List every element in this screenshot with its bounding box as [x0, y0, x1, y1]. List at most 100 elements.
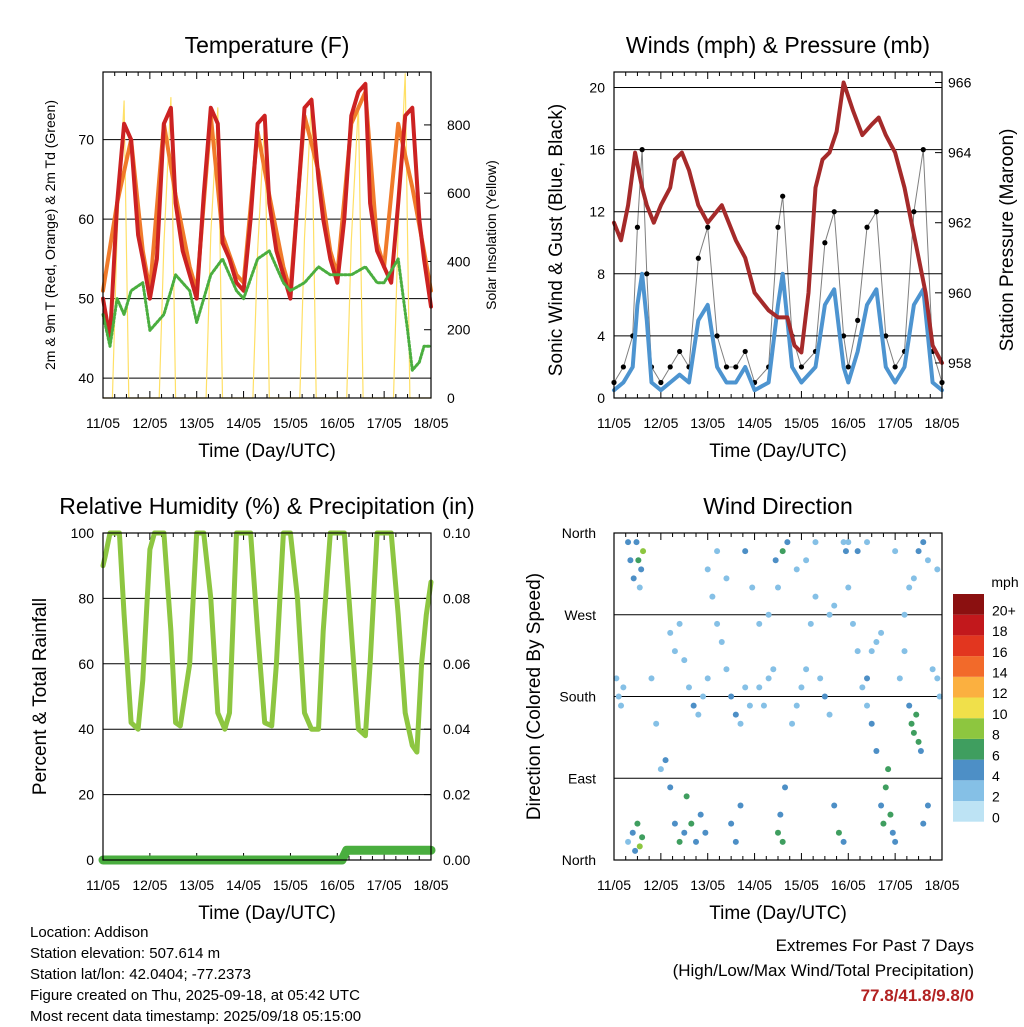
direction-point: [880, 820, 887, 827]
direction-point: [803, 557, 810, 564]
direction-point: [772, 557, 779, 564]
legend-swatch: [953, 780, 984, 801]
direction-point: [640, 548, 647, 555]
winds-y2tick-label: 962: [948, 215, 972, 231]
direction-point: [920, 820, 927, 827]
humidity-ylabel: Percent & Total Rainfall: [30, 598, 51, 795]
temperature-xtick-label: 15/05: [273, 415, 308, 431]
winds-xtick-label: 14/05: [737, 415, 772, 431]
temperature-title: Temperature (F): [185, 32, 350, 58]
direction-point: [793, 702, 800, 709]
direction-point: [934, 566, 941, 573]
humidity-xtick-label: 17/05: [367, 877, 402, 893]
direction-point: [625, 838, 632, 845]
direction-point: [889, 829, 896, 836]
temperature-frame: [102, 71, 432, 399]
direction-point: [688, 820, 695, 827]
direction-point: [840, 539, 847, 546]
direction-point: [714, 548, 721, 555]
direction-point: [737, 802, 744, 809]
gust-trace: [613, 149, 943, 383]
humidity-ytick-label: 0: [86, 852, 94, 868]
direction-point: [697, 811, 704, 818]
direction-point: [878, 629, 885, 636]
humidity-xlabel: Time (Day/UTC): [198, 903, 336, 924]
direction-point: [777, 811, 784, 818]
direction-point: [775, 829, 781, 836]
direction-point: [896, 675, 903, 682]
legend-label: 6: [992, 747, 1000, 763]
direction-point: [864, 539, 871, 546]
station-info: Location: Addison Station elevation: 507…: [30, 922, 361, 1027]
direction-point: [657, 766, 664, 773]
direction-point: [878, 802, 885, 809]
direction-point: [817, 675, 824, 682]
relative-humidity-line: [100, 530, 434, 755]
direction-point: [728, 820, 735, 827]
temperature-ytick-label: 50: [78, 291, 94, 307]
direction-point: [732, 838, 739, 845]
direction-ytick-label: South: [559, 689, 596, 705]
extremes-values: 77.8/41.8/9.8/0: [860, 986, 974, 1005]
direction-point: [700, 693, 707, 700]
legend-swatch: [953, 594, 984, 615]
direction-point: [835, 829, 842, 836]
elevation-text: Station elevation: 507.614 m: [30, 945, 221, 962]
direction-point: [929, 666, 936, 673]
winds-xtick-label: 15/05: [784, 415, 819, 431]
direction-point: [690, 702, 697, 709]
humidity-precip-panel: Relative Humidity (%) & Precipitation (i…: [30, 493, 475, 924]
humidity-y2tick-label: 0.00: [443, 852, 470, 868]
temperature-xtick-label: 11/05: [86, 415, 120, 431]
direction-point: [892, 838, 899, 845]
temperature-xtick-label: 17/05: [367, 415, 402, 431]
direction-point: [789, 720, 796, 727]
direction-point: [779, 838, 786, 845]
direction-xtick-label: 14/05: [737, 877, 772, 893]
direction-point: [864, 702, 871, 709]
temperature-ytick-label: 40: [78, 370, 94, 386]
direction-point: [633, 539, 640, 546]
temperature-ytick-label: 60: [78, 211, 94, 227]
created-text: Figure created on Thu, 2025-09-18, at 05…: [30, 987, 360, 1004]
temperature-xtick-label: 18/05: [413, 415, 448, 431]
temperature-y2tick-label: 400: [447, 253, 471, 269]
temperature-xtick-label: 16/05: [320, 415, 355, 431]
direction-point: [845, 539, 852, 546]
direction-point: [760, 702, 767, 709]
direction-point: [638, 566, 645, 573]
winds-xlabel: Time (Day/UTC): [709, 441, 847, 462]
direction-point: [910, 575, 917, 582]
direction-xtick-label: 17/05: [878, 877, 913, 893]
direction-point: [775, 584, 781, 591]
winds-y2tick-label: 966: [948, 75, 972, 91]
direction-point: [908, 720, 915, 727]
direction-point: [671, 648, 678, 655]
direction-point: [681, 829, 688, 836]
winds-ytick-label: 20: [589, 80, 605, 96]
legend-swatch: [953, 635, 984, 657]
direction-point: [746, 702, 753, 709]
temperature-xtick-label: 12/05: [132, 415, 167, 431]
direction-point: [887, 811, 894, 818]
legend-label: 0: [992, 809, 1000, 825]
direction-point: [667, 784, 674, 791]
direction-point: [845, 584, 852, 591]
temperature-ytick-label: 70: [78, 132, 94, 148]
temperature-y2tick-label: 0: [447, 390, 455, 406]
direction-point: [718, 639, 725, 645]
winds-xtick-label: 12/05: [643, 415, 678, 431]
legend-label: 16: [992, 644, 1008, 660]
direction-point: [934, 675, 941, 682]
location-text: Location: Addison: [30, 924, 149, 941]
direction-point: [613, 675, 620, 682]
humidity-xtick-label: 14/05: [226, 877, 261, 893]
direction-ytick-label: North: [562, 525, 596, 541]
temperature-y2label: Solar Insolation (Yellow): [483, 160, 499, 310]
direction-point: [854, 648, 861, 655]
legend-label: 4: [992, 768, 1000, 784]
winds-ytick-label: 16: [589, 142, 605, 158]
direction-point: [842, 548, 849, 555]
recent-text: Most recent data timestamp: 2025/09/18 0…: [30, 1008, 362, 1025]
direction-point: [924, 802, 931, 809]
